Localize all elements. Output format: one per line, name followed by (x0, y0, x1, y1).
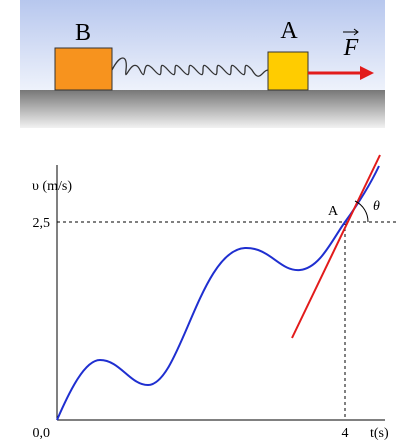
label-f: F (343, 35, 359, 61)
spring (111, 57, 269, 77)
vector-arrow (343, 28, 359, 36)
angle-label: θ (373, 199, 380, 214)
top-panel: B A F (20, 0, 385, 128)
tangent-line (291, 154, 381, 339)
label-b: B (75, 20, 91, 46)
force-arrowhead (360, 66, 374, 80)
graph: υ (m/s) 2,5 0,0 4 t(s) A θ (32, 154, 396, 441)
origin-label: 0,0 (33, 426, 51, 441)
block-a (267, 51, 309, 91)
y-tick-label: 2,5 (33, 216, 51, 231)
point-label: A (328, 204, 339, 219)
y-axis-label: υ (m/s) (32, 179, 72, 194)
angle-arc (354, 200, 369, 223)
ground (20, 90, 385, 128)
x-tick-label: 4 (342, 426, 349, 441)
velocity-curve (56, 165, 380, 421)
label-a: A (280, 18, 298, 44)
block-b (54, 47, 113, 91)
x-axis-label: t(s) (370, 426, 389, 441)
